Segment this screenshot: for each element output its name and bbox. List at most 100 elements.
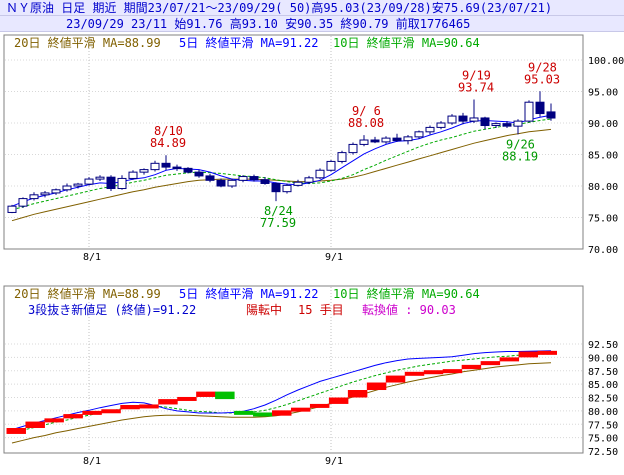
annotation-date: 8/24 xyxy=(264,204,293,218)
candle-down xyxy=(458,115,468,122)
annotation-value: 95.03 xyxy=(524,72,560,86)
brick-up xyxy=(63,414,83,419)
lower-y-tick-label: 72.50 xyxy=(588,447,618,458)
brick-up xyxy=(385,375,406,383)
candle-up xyxy=(436,122,446,128)
upper-y-tick-label: 95.00 xyxy=(588,88,618,99)
upper-y-tick-label: 100.00 xyxy=(588,56,624,67)
candle-up xyxy=(128,171,138,179)
upper-y-tick-label: 70.00 xyxy=(588,245,618,256)
candle-up xyxy=(337,152,347,162)
legend-lower-ma10: 10日 終値平滑 MA=90.64 xyxy=(333,286,480,301)
brick-up xyxy=(328,397,349,404)
brick-down xyxy=(215,391,235,400)
lower-y-tick-label: 80.00 xyxy=(588,407,618,418)
annotation-date: 8/10 xyxy=(154,124,183,138)
kagi-conversion: 転換値 : 90.03 xyxy=(362,302,456,317)
brick-up xyxy=(404,371,425,376)
brick-up xyxy=(309,403,330,408)
legend-lower-ma5: 5日 終値平滑 MA=91.22 xyxy=(179,286,318,301)
candle-up xyxy=(348,143,358,154)
candle-up xyxy=(282,184,292,193)
candle-up xyxy=(150,162,160,171)
ma5-line xyxy=(11,114,552,207)
candle-up xyxy=(304,177,314,183)
candle-up xyxy=(491,123,501,127)
candle-up xyxy=(403,136,413,142)
lower-x-tick-label: 8/1 xyxy=(83,456,101,467)
brick-up xyxy=(518,351,539,358)
lower-plot-frame xyxy=(3,285,584,454)
candle-down xyxy=(249,176,259,181)
annotation-value: 77.59 xyxy=(260,216,296,230)
candle-up xyxy=(18,198,28,207)
lower-y-axis: 92.50 90.00 87.50 85.00 82.50 80.00 77.50 75.00… xyxy=(588,340,618,458)
upper-ma-lines xyxy=(11,114,552,222)
lower-x-tick-label: 9/1 xyxy=(325,456,343,467)
lower-y-tick-label: 82.50 xyxy=(588,394,618,405)
upper-y-tick-label: 85.00 xyxy=(588,151,618,162)
legend-ma20: 20日 終値平滑 MA=88.99 xyxy=(14,35,161,50)
candle-up xyxy=(414,131,424,138)
brick-up xyxy=(139,404,159,409)
candle-up xyxy=(315,169,325,179)
lower-x-axis: 8/1 9/1 xyxy=(83,456,343,467)
candle-up xyxy=(40,192,50,196)
brick-up xyxy=(461,364,482,370)
header-line-2: 23/09/29 23/11 始91.76 高93.10 安90.35 終90.… xyxy=(0,16,624,32)
upper-y-tick-label: 75.00 xyxy=(588,214,618,225)
brick-down xyxy=(253,412,273,417)
candle-down xyxy=(535,101,545,115)
annotation-date: 9/19 xyxy=(462,68,491,82)
brick-up xyxy=(272,410,292,416)
brick-up xyxy=(82,410,102,415)
header-line-1: ＮＹ原油 日足 期近 期間23/07/21～23/09/29( 50)高95.0… xyxy=(0,0,624,16)
annotation-value: 84.89 xyxy=(150,136,186,150)
candle-up xyxy=(425,126,435,133)
lower-y-tick-label: 75.00 xyxy=(588,434,618,445)
brick-up xyxy=(196,391,216,397)
candle-down xyxy=(205,175,215,181)
kagi-count: 15 手目 xyxy=(298,303,344,317)
candle-down xyxy=(216,179,226,187)
brick-up xyxy=(120,404,140,410)
brick-up xyxy=(25,421,45,428)
candle-up xyxy=(51,189,61,194)
brick-down xyxy=(234,410,254,415)
candle-up xyxy=(117,177,127,190)
candle-down xyxy=(260,179,270,184)
brick-up xyxy=(423,370,444,375)
candle-up xyxy=(84,178,94,185)
annotation-value: 88.19 xyxy=(502,149,538,163)
brick-up xyxy=(537,350,557,355)
candle-down xyxy=(161,162,171,168)
lower-y-tick-label: 92.50 xyxy=(588,340,618,351)
brick-up xyxy=(6,427,26,434)
candle-down xyxy=(172,166,182,170)
lower-ma5-line xyxy=(11,350,552,431)
candle-up xyxy=(326,160,336,171)
upper-x-tick-label: 8/1 xyxy=(83,252,101,263)
lower-y-tick-label: 85.00 xyxy=(588,380,618,391)
candle-down xyxy=(194,171,204,177)
lower-y-tick-label: 77.50 xyxy=(588,420,618,431)
ma10-line xyxy=(11,118,552,211)
upper-plot-frame xyxy=(3,34,584,250)
kagi-info-line: 3段抜き新値足 (終値)=91.22 xyxy=(28,302,196,317)
lower-grid xyxy=(5,287,582,452)
upper-y-tick-label: 80.00 xyxy=(588,182,618,193)
candle-up xyxy=(29,194,39,200)
candle-up xyxy=(513,120,523,127)
candle-up xyxy=(381,137,391,143)
brick-up xyxy=(44,418,64,423)
brick-up xyxy=(499,357,520,362)
upper-x-tick-label: 9/1 xyxy=(325,252,343,263)
candle-up xyxy=(447,115,457,124)
ma20-line xyxy=(11,128,552,222)
candle-down xyxy=(271,182,281,193)
legend-ma10: 10日 終値平滑 MA=90.64 xyxy=(333,35,480,50)
candle-down xyxy=(502,123,512,127)
candle-up xyxy=(73,183,83,187)
